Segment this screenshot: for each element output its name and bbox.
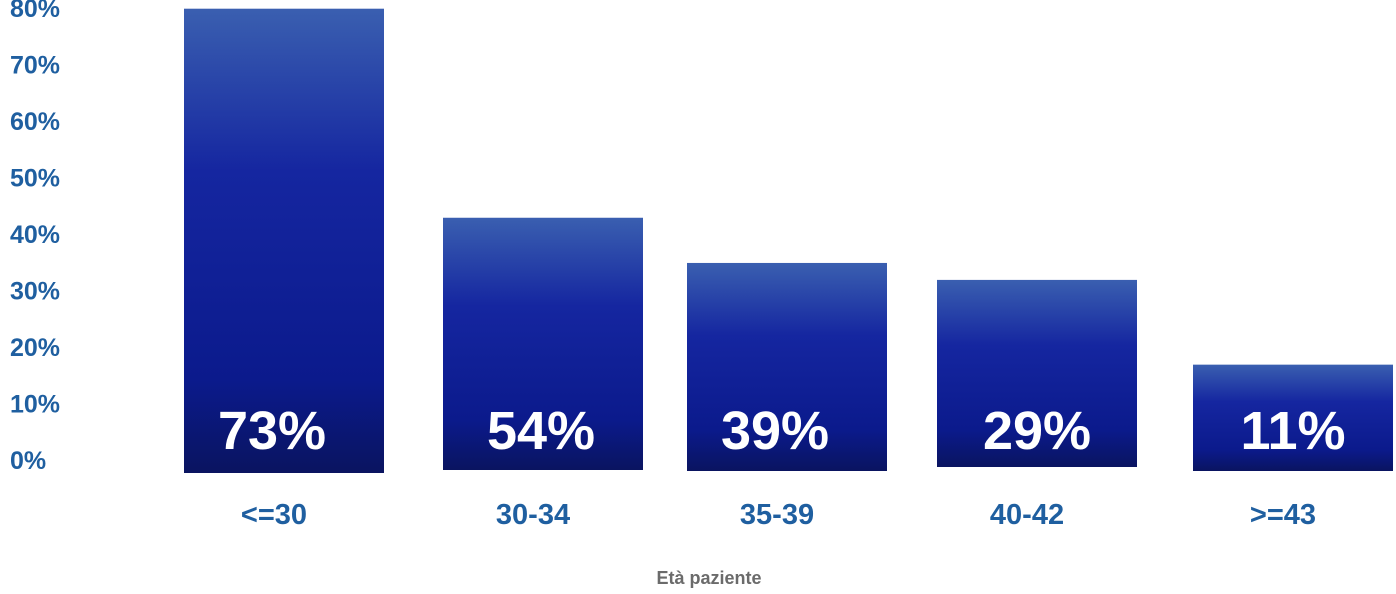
y-tick-label: 40% [10, 221, 60, 249]
y-tick-label: 10% [10, 391, 60, 419]
bar-data-label: 54% [487, 401, 595, 461]
y-tick-label: 70% [10, 52, 60, 80]
bar [687, 262, 887, 471]
y-tick-label: 30% [10, 278, 60, 306]
bar-data-label: 11% [1240, 401, 1345, 461]
x-tick-label: <=30 [241, 499, 307, 531]
bar-data-label: 73% [218, 401, 326, 461]
bar-data-label: 29% [983, 401, 1091, 461]
x-tick-label: 30-34 [496, 499, 570, 531]
y-tick-label: 80% [10, 0, 60, 23]
bar [1193, 364, 1393, 471]
bar-data-label: 39% [721, 401, 829, 461]
x-tick-label: 40-42 [990, 499, 1064, 531]
bar [443, 217, 643, 470]
y-tick-label: 60% [10, 108, 60, 136]
bars: 73% 54% 39% 29% 11% [184, 8, 1393, 473]
bar [184, 8, 384, 473]
bar [937, 279, 1137, 467]
y-tick-label: 50% [10, 165, 60, 193]
x-axis-title: Età paziente [656, 568, 761, 588]
x-tick-label: 35-39 [740, 499, 814, 531]
x-axis: <=30 30-34 35-39 40-42 >=43 [241, 499, 1316, 531]
y-axis: 0% 10% 20% 30% 40% 50% 60% 70% 80% [10, 0, 60, 475]
x-tick-label: >=43 [1250, 499, 1316, 531]
y-tick-label: 0% [10, 447, 46, 475]
y-tick-label: 20% [10, 334, 60, 362]
